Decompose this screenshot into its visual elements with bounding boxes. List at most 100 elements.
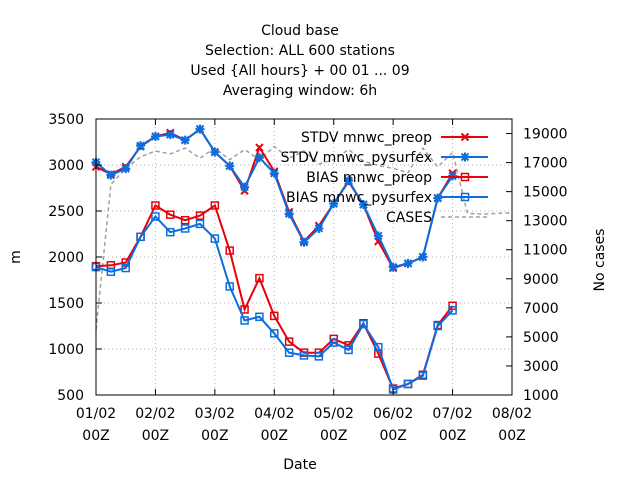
x-tick-label-hour: 00Z: [261, 428, 288, 444]
x-tick-label-hour: 00Z: [379, 428, 406, 444]
data-point: [344, 345, 353, 355]
data-point: [195, 211, 205, 220]
data-point: [255, 312, 264, 322]
y2-tick-label: 17000: [523, 156, 568, 172]
data-point: [433, 321, 442, 331]
legend: STDV mnwc_preop STDV mnwc_pysurfex BIAS mn…: [281, 130, 488, 226]
y-tick-label: 3500: [48, 112, 84, 128]
data-point: [106, 267, 116, 276]
x-tick-label-date: 03/02: [195, 406, 235, 422]
x-tick-label-date: 07/02: [432, 406, 472, 422]
axes: 500 1000 1500 2000 2500 3000 3500 1000 3000 5000 7…: [48, 112, 567, 444]
data-point: [460, 132, 470, 142]
data-point: [180, 224, 190, 233]
data-point: [240, 182, 250, 192]
data-point: [329, 199, 339, 209]
data-point: [151, 212, 160, 221]
y2-tick-label: 9000: [523, 272, 559, 288]
data-point: [418, 371, 428, 380]
series-line: [95, 145, 513, 330]
data-point: [460, 172, 470, 182]
data-point: [150, 131, 160, 141]
series-line: [95, 203, 454, 390]
data-point: [460, 192, 470, 202]
data-point: [180, 135, 190, 145]
data-point: [106, 170, 116, 180]
y2-tick-label: 3000: [523, 359, 559, 375]
data-point: [284, 337, 294, 346]
data-point: [210, 147, 220, 157]
series-cases: [95, 145, 513, 330]
data-point: [314, 223, 324, 233]
data-point: [418, 252, 428, 262]
data-point: [284, 209, 294, 219]
y2-tick-label: 7000: [523, 301, 559, 317]
data-point: [344, 176, 354, 186]
x-tick-label-hour: 00Z: [320, 428, 347, 444]
y2-axis-label: No cases: [592, 229, 608, 292]
y-tick-label: 2000: [48, 250, 84, 266]
y2-tick-label: 15000: [523, 185, 568, 201]
data-point: [359, 319, 368, 329]
data-point: [195, 219, 205, 229]
data-point: [240, 305, 249, 314]
data-point: [254, 153, 264, 163]
y2-tick-label: 19000: [523, 127, 568, 143]
data-point: [460, 152, 470, 162]
data-point: [329, 338, 338, 347]
title-line: Averaging window: 6h: [223, 83, 377, 99]
data-point: [299, 237, 309, 247]
data-point: [403, 379, 413, 389]
data-point: [151, 201, 160, 210]
y2-tick-label: 11000: [523, 243, 568, 259]
x-tick-label-hour: 00Z: [439, 428, 466, 444]
data-point: [166, 227, 175, 237]
x-tick-label-date: 08/02: [492, 406, 532, 422]
legend-label: STDV mnwc_preop: [301, 130, 432, 146]
data-point: [225, 246, 234, 255]
series-lines: [91, 124, 513, 394]
y-tick-label: 1000: [48, 342, 84, 358]
y-axis-label: m: [8, 250, 24, 264]
data-point: [225, 282, 234, 291]
title-line: Used {All hours} + 00 01 ... 09: [190, 63, 409, 79]
data-point: [225, 161, 235, 171]
data-point: [433, 193, 443, 203]
y-tick-label: 2500: [48, 204, 84, 220]
x-tick-label-date: 06/02: [373, 406, 413, 422]
data-point: [388, 262, 398, 272]
data-point: [314, 352, 324, 361]
x-tick-label-date: 05/02: [314, 406, 354, 422]
data-point: [136, 141, 146, 151]
y-tick-label: 500: [57, 388, 84, 404]
x-tick-label-date: 01/02: [76, 406, 116, 422]
data-point: [448, 301, 457, 311]
data-point: [255, 143, 264, 152]
data-point: [210, 234, 220, 243]
y2-tick-label: 13000: [523, 214, 568, 230]
x-tick-label-hour: 00Z: [142, 428, 169, 444]
data-point: [255, 273, 264, 283]
data-point: [166, 210, 175, 219]
x-tick-label-hour: 00Z: [201, 428, 228, 444]
x-tick-label-date: 02/02: [135, 406, 175, 422]
data-point: [269, 168, 279, 178]
legend-label: BIAS mnwc_pysurfex: [286, 190, 432, 206]
y-tick-label: 1500: [48, 296, 84, 312]
legend-label: BIAS mnwc_preop: [306, 170, 432, 186]
x-tick-label-hour: 00Z: [498, 428, 525, 444]
data-point: [121, 164, 131, 174]
legend-label: STDV mnwc_pysurfex: [281, 150, 432, 166]
data-point: [210, 201, 220, 210]
data-point: [121, 263, 130, 273]
data-point: [136, 232, 145, 242]
data-point: [284, 348, 294, 357]
data-point: [403, 258, 413, 268]
data-point: [270, 329, 279, 338]
data-point: [165, 130, 175, 140]
title-line: Selection: ALL 600 stations: [205, 43, 395, 59]
y2-tick-label: 5000: [523, 330, 559, 346]
x-tick-label-hour: 00Z: [82, 428, 109, 444]
y2-tick-label: 1000: [523, 388, 559, 404]
